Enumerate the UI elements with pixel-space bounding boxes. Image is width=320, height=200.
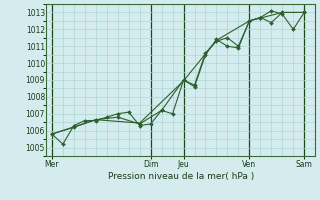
X-axis label: Pression niveau de la mer( hPa ): Pression niveau de la mer( hPa ) [108, 172, 254, 181]
